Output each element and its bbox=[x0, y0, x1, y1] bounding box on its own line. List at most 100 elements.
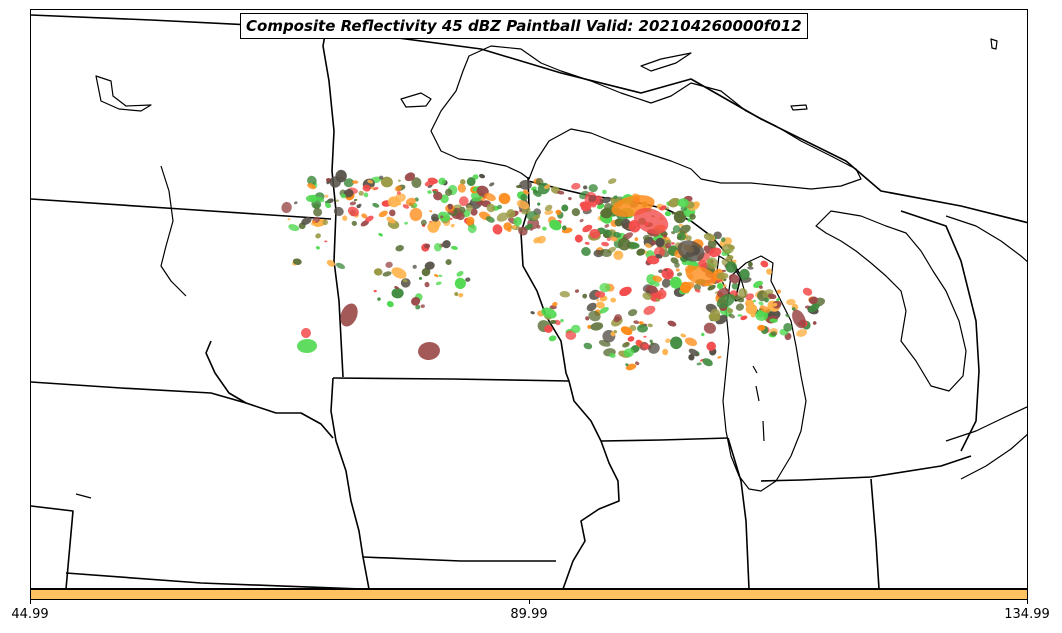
paintball-blob bbox=[432, 190, 437, 194]
paintball-blob bbox=[731, 282, 739, 290]
paintball-blob bbox=[456, 270, 464, 277]
paintball-blob bbox=[621, 218, 631, 230]
paintball-blob bbox=[619, 286, 632, 297]
paintball-blob bbox=[644, 243, 652, 249]
paintball-blob bbox=[764, 297, 769, 303]
lake-superior bbox=[430, 45, 862, 190]
paintball-blob bbox=[353, 198, 358, 202]
paintball-blob bbox=[343, 178, 354, 188]
paintball-blob bbox=[717, 355, 722, 359]
paintball-blob bbox=[532, 214, 541, 221]
paintball-blob bbox=[356, 204, 361, 209]
paintball-blob bbox=[672, 225, 681, 234]
colorbar-tick-max bbox=[1027, 600, 1028, 604]
paintball-blob bbox=[324, 194, 329, 198]
paintball-blob bbox=[434, 274, 439, 278]
lake-erie bbox=[945, 406, 1027, 442]
paintball-blob bbox=[684, 337, 698, 347]
paintball-blob bbox=[379, 175, 384, 180]
paintball-blob bbox=[747, 266, 754, 270]
paintball-blob bbox=[458, 293, 464, 298]
paintball-blob bbox=[670, 257, 679, 264]
paintball-blob bbox=[607, 178, 617, 184]
paintball-blob bbox=[312, 220, 316, 224]
paintball-blob bbox=[703, 322, 716, 334]
colorbar bbox=[30, 589, 1028, 600]
paintball-blob bbox=[706, 257, 718, 270]
paintball-blob bbox=[297, 338, 317, 354]
paintball-blob bbox=[343, 189, 354, 198]
paintball-blob bbox=[581, 246, 591, 257]
paintball-blob bbox=[386, 216, 396, 224]
paintball-blob bbox=[532, 189, 537, 193]
paintball-blob bbox=[614, 218, 623, 227]
paintball-blob bbox=[652, 275, 663, 283]
georgian-bay bbox=[945, 215, 1027, 263]
paintball-blob bbox=[427, 177, 438, 184]
ks-top bbox=[65, 572, 356, 588]
paintball-blob bbox=[663, 233, 667, 238]
paintball-blob bbox=[568, 196, 572, 201]
paintball-blob bbox=[669, 276, 682, 289]
paintball-blob bbox=[610, 331, 616, 337]
paintball-blob bbox=[471, 199, 475, 202]
paintball-blob bbox=[671, 212, 676, 215]
paintball-blob bbox=[613, 316, 620, 323]
paintball-blob bbox=[549, 319, 557, 325]
paintball-blob bbox=[625, 363, 629, 367]
paintball-blob bbox=[548, 335, 557, 342]
paintball-blob bbox=[728, 313, 735, 319]
paintball-blob bbox=[301, 328, 311, 338]
paintball-blob bbox=[470, 208, 478, 216]
paintball-blob bbox=[664, 211, 671, 217]
paintball-blob bbox=[579, 218, 584, 223]
paintball-blob bbox=[411, 296, 421, 306]
paintball-blob bbox=[722, 269, 726, 272]
paintball-blob bbox=[378, 210, 388, 218]
paintball-blob bbox=[643, 335, 647, 338]
paintball-blob bbox=[708, 247, 722, 258]
paintball-blob bbox=[445, 259, 452, 266]
paintball-blob bbox=[480, 197, 486, 201]
paintball-blob bbox=[635, 339, 642, 346]
red-lake bbox=[400, 92, 432, 108]
paintball-blob bbox=[623, 348, 635, 358]
paintball-blob bbox=[326, 259, 336, 267]
paintball-blob bbox=[620, 326, 633, 336]
paintball-blob bbox=[287, 218, 291, 221]
lake-erie-shore bbox=[960, 433, 1027, 480]
paintball-blob bbox=[288, 224, 300, 232]
paintball-blob bbox=[294, 201, 298, 205]
paintball-blob bbox=[315, 233, 321, 239]
paintball-blob bbox=[642, 234, 650, 241]
paintball-blob bbox=[747, 261, 753, 267]
paintball-blob bbox=[565, 330, 577, 340]
paintball-blob bbox=[352, 180, 359, 184]
paintball-blob bbox=[807, 303, 820, 313]
paintball-blob bbox=[557, 190, 565, 195]
paintball-blob bbox=[737, 314, 743, 317]
paintball-blob bbox=[613, 231, 622, 238]
paintball-blob bbox=[716, 282, 724, 290]
paintball-blob bbox=[454, 292, 459, 297]
paintball-blob bbox=[676, 272, 683, 277]
paintball-blob bbox=[324, 200, 330, 204]
paintball-blob bbox=[427, 190, 432, 194]
paintball-blob bbox=[685, 235, 692, 241]
paintball-blob bbox=[650, 342, 654, 346]
paintball-blob bbox=[609, 352, 616, 358]
paintball-blob bbox=[541, 307, 557, 319]
paintball-blob bbox=[586, 302, 597, 312]
paintball-blob bbox=[420, 304, 425, 309]
paintball-blob bbox=[386, 301, 394, 308]
paintball-blob bbox=[648, 342, 660, 354]
lake-michigan bbox=[722, 255, 807, 492]
paintball-blob bbox=[466, 216, 475, 226]
paintball-blob bbox=[418, 276, 423, 280]
paintball-blob bbox=[385, 261, 393, 268]
paintball-blob bbox=[552, 301, 558, 307]
paintball-blob bbox=[702, 358, 713, 367]
paintball-blob bbox=[602, 196, 612, 204]
paintball-blob bbox=[440, 215, 444, 219]
paintball-blob bbox=[516, 200, 530, 210]
